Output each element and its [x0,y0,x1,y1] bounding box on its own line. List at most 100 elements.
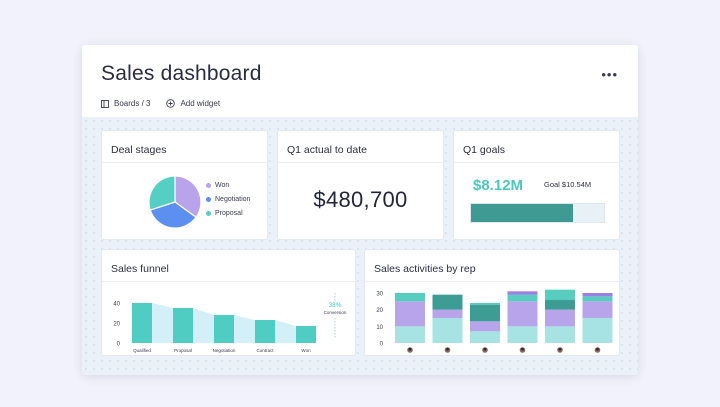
rep-avatar[interactable] [557,347,563,353]
activity-bar-segment [582,293,613,297]
deal-stages-title: Deal stages [111,144,167,156]
funnel-y-tick: 40 [113,302,120,308]
rep-avatar-hair [521,347,524,351]
activity-bar-segment [507,301,538,327]
rep-avatar-hair [596,347,599,351]
add-widget-label: Add widget [180,99,221,108]
sales-activities-chart: 0 10 20 30 [376,289,613,353]
activities-y-tick: 10 [376,325,383,331]
activity-bar-segment [470,321,500,332]
activities-y-tick: 0 [380,342,384,348]
legend-label-negotiation: Negotiation [215,195,251,203]
deal-stages-legend: Won Negotiation Proposal [206,178,250,220]
funnel-y-tick: 20 [113,322,120,328]
divider [454,162,619,163]
page-title: Sales dashboard [101,62,262,85]
legend-item-proposal: Proposal [206,206,250,220]
activity-bar-segment [507,326,538,343]
q1-goal-target: Goal $10.54M [544,180,592,189]
funnel-x-label: Qualified [133,348,151,353]
add-circle-icon [166,99,176,108]
activity-bar-segment [470,304,500,322]
conversion-value: 38% [328,302,341,309]
rep-avatar-hair [558,347,562,351]
pie-slice-proposal [148,175,176,211]
dashboard-window: Sales dashboard ••• Boards / 3 Add widge… [82,45,638,375]
sales-activities-title: Sales activities by rep [374,263,476,275]
q1-actual-value: $480,700 [313,187,408,212]
rep-avatar[interactable] [482,347,488,353]
goal-progress-fill [471,204,574,222]
q1-goals-value: $8.12M [473,177,524,194]
funnel-x-label: Contract [256,348,274,353]
activities-y-tick: 30 [376,292,383,298]
add-widget-button[interactable]: Add widget [166,99,220,108]
dashboard-header: Sales dashboard ••• Boards / 3 Add widge… [82,45,638,117]
breadcrumb-label: Boards / 3 [114,99,151,108]
funnel-bar-won [296,326,316,343]
activity-bar-segment [545,309,575,327]
activity-bar-segment [545,326,575,343]
divider [278,162,443,163]
q1-actual-title: Q1 actual to date [287,144,367,156]
activities-y-tick: 20 [376,308,383,314]
divider [102,162,267,163]
activity-bar-segment [395,293,425,302]
activity-bar-segment [582,301,613,318]
activity-bar-segment [395,301,425,327]
legend-label-won: Won [215,181,230,189]
legend-item-won: Won [206,178,250,192]
sales-activities-card[interactable]: Sales activities by rep 0 10 20 30 [365,250,619,355]
rep-avatar-hair [483,347,487,351]
activity-bar-segment [582,296,613,302]
legend-dot-won [206,182,211,188]
boards-breadcrumb[interactable]: Boards / 3 [101,99,150,108]
rep-avatar-hair [446,347,449,351]
funnel-x-label: Negotiation [213,348,236,353]
sales-funnel-card[interactable]: Sales funnel 0 20 40 Qualified Proposal Negot… [102,250,355,355]
divider [102,281,355,282]
rep-avatar[interactable] [407,347,413,353]
legend-label-proposal: Proposal [215,209,243,217]
goal-progress-bar [470,203,605,223]
activity-bar-segment [395,326,425,343]
pie-slice-negotiation [149,201,197,229]
conversion-label: Conversion [324,310,347,315]
board-icon [101,99,109,108]
legend-item-negotiation: Negotiation [206,192,250,206]
legend-dot-negotiation [206,196,211,202]
activity-bar-segment [507,291,538,295]
activity-bar-segment [432,318,463,343]
rep-avatar[interactable] [444,347,451,353]
funnel-bar-qualified [132,303,152,343]
pie-slice-won [174,175,202,219]
funnel-x-label: Won [301,348,311,353]
deal-stages-card[interactable]: Deal stages Won Negotiation Proposal [102,131,267,239]
funnel-bar-contract [255,320,275,343]
funnel-y-tick: 0 [117,342,121,348]
q1-goals-card[interactable]: Q1 goals $8.12M Goal $10.54M [454,131,619,239]
rep-avatar[interactable] [594,347,601,353]
rep-avatar[interactable] [519,347,526,353]
activity-bar-segment [507,294,538,302]
q1-goals-title: Q1 goals [463,144,506,156]
legend-dot-proposal [206,210,211,216]
sales-funnel-title: Sales funnel [111,263,169,275]
activity-bar-segment [432,309,463,318]
q1-actual-card[interactable]: Q1 actual to date $480,700 [278,131,443,239]
activity-bar-segment [545,299,575,310]
activity-bar-segment [470,331,500,343]
activity-bar-segment [582,318,613,343]
sales-funnel-chart: 0 20 40 Qualified Proposal Negotiation Contrac… [113,293,347,353]
funnel-bar-proposal [173,308,193,343]
more-options-button[interactable]: ••• [601,67,618,82]
divider [365,281,619,282]
activity-bar-segment [432,294,463,310]
activity-bar-segment [470,303,500,305]
toolbar: Boards / 3 Add widget [101,99,220,108]
deal-stages-pie-chart [148,175,202,229]
rep-avatar-hair [408,347,412,351]
activity-bar-segment [545,289,575,300]
funnel-bar-negotiation [214,315,234,343]
funnel-x-label: Proposal [174,348,192,353]
